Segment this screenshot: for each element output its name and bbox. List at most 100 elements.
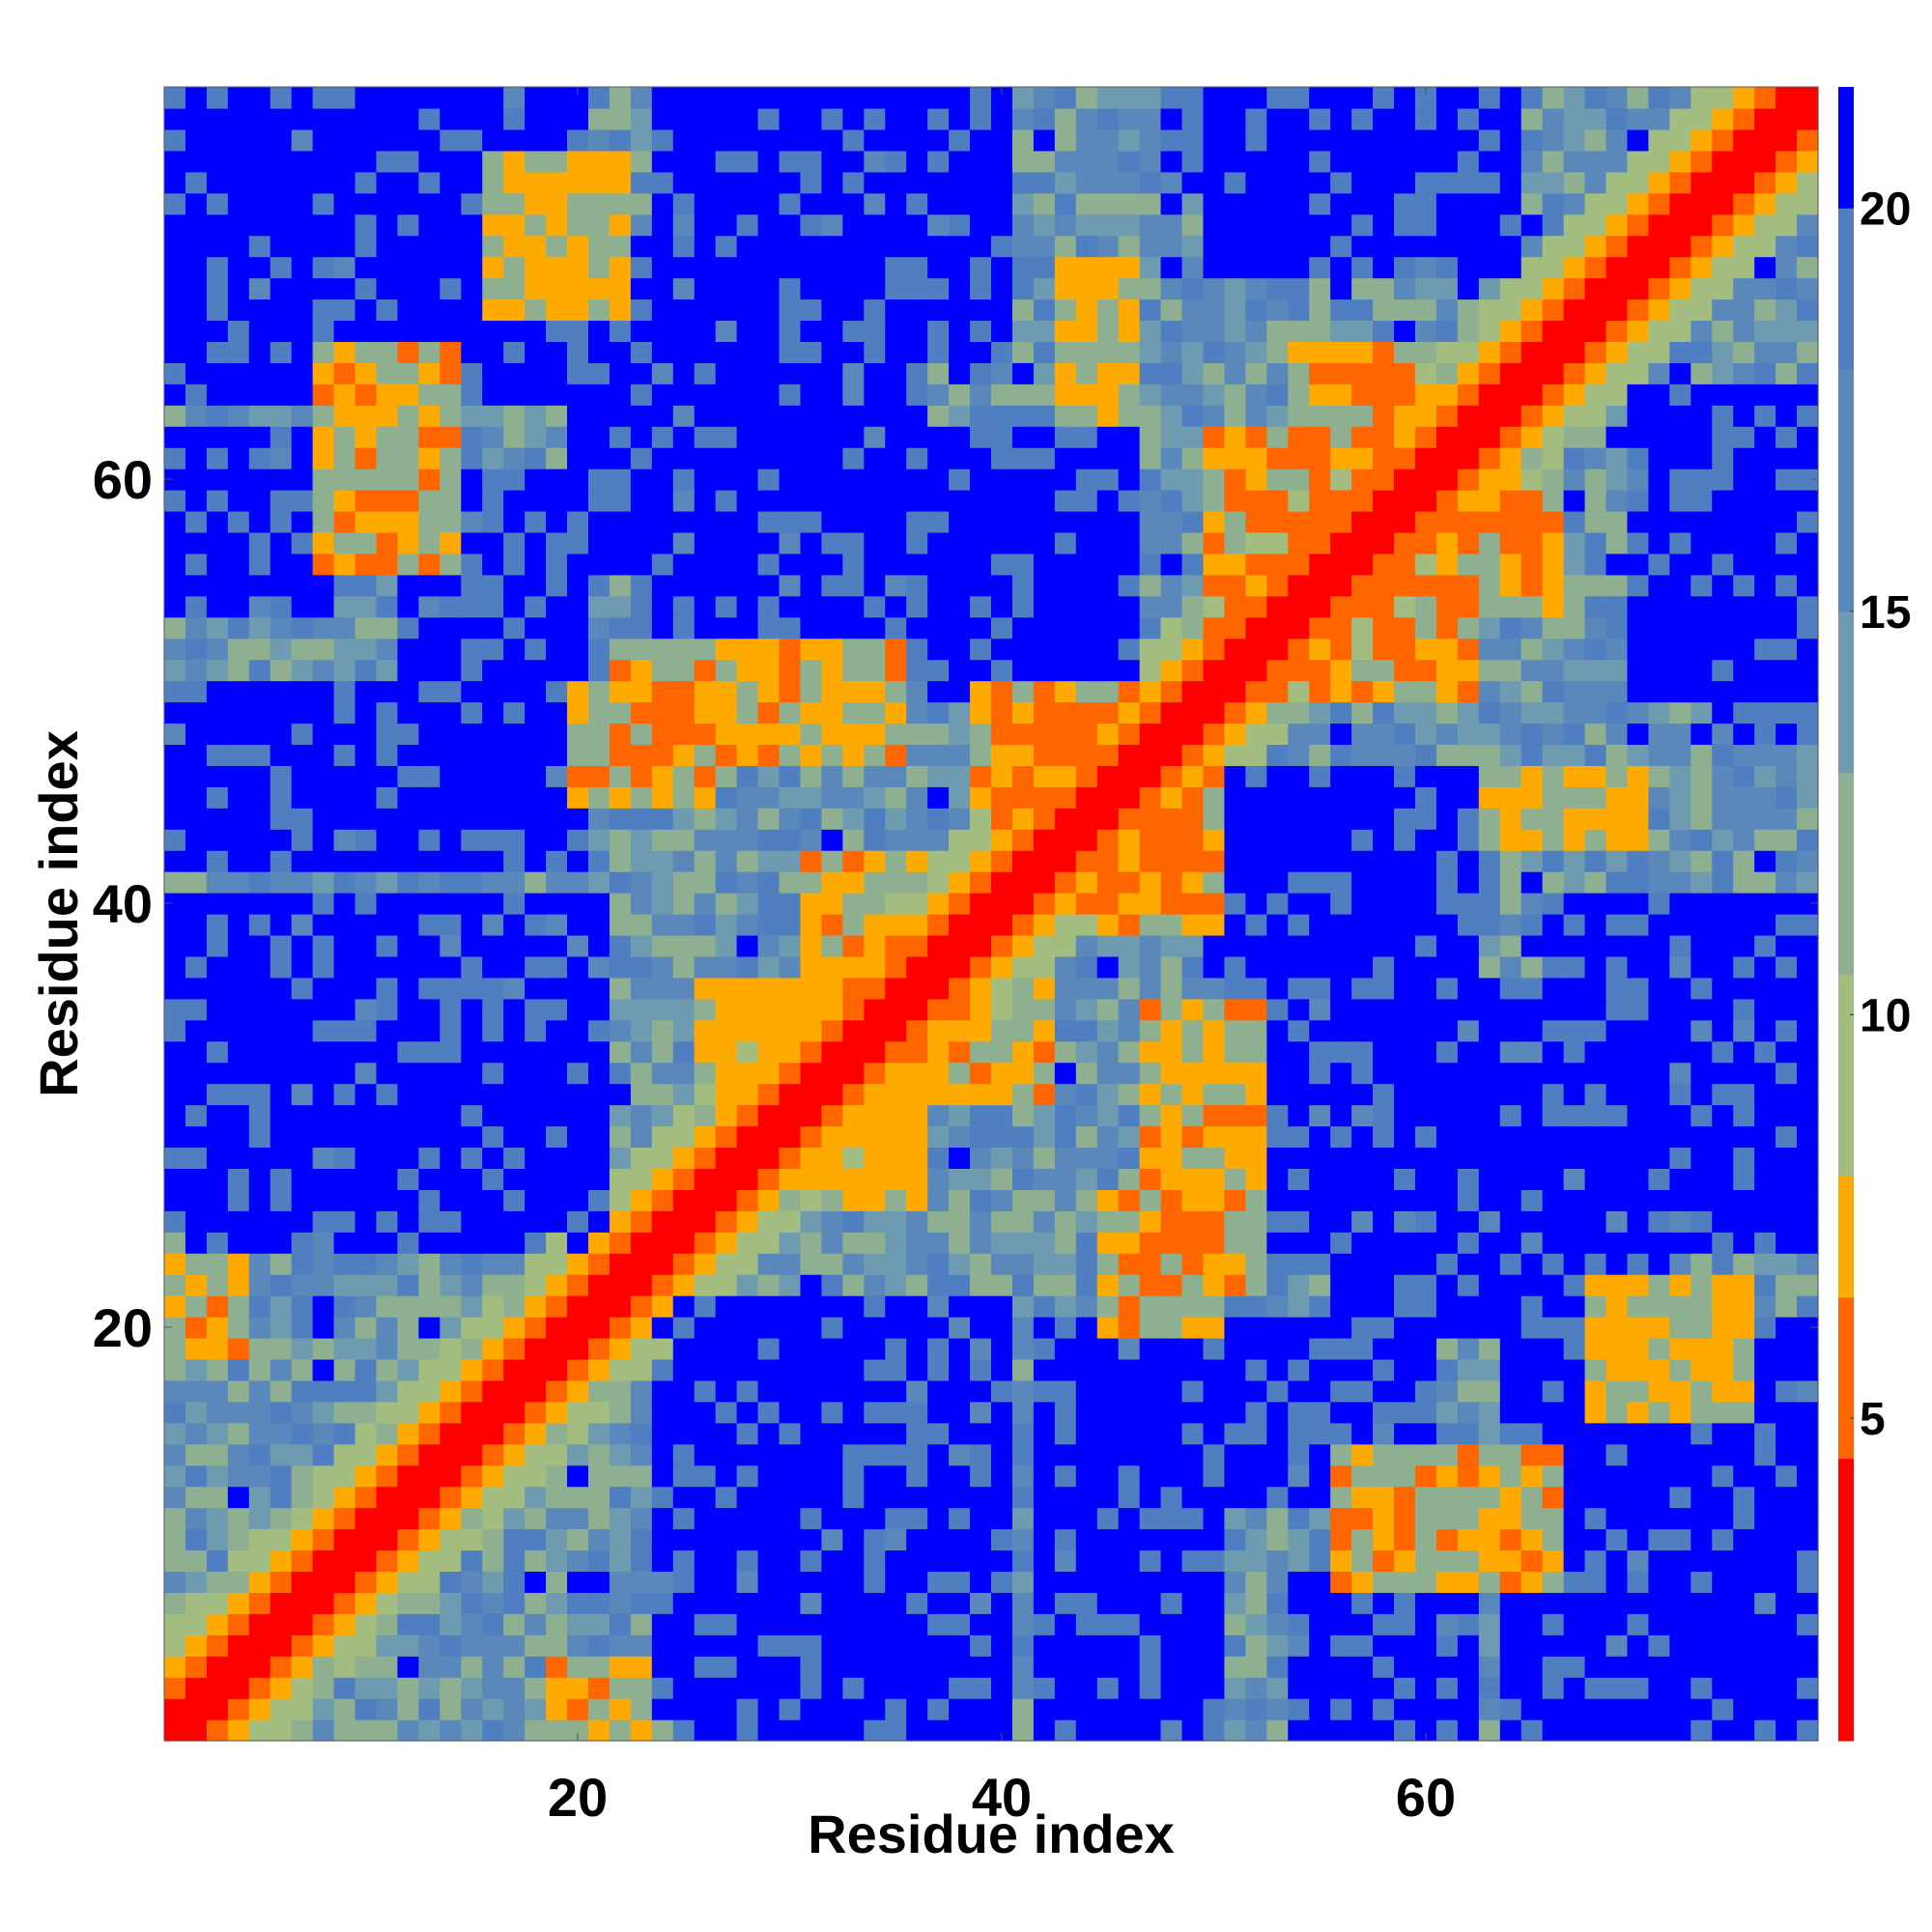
heatmap-cell [418, 1719, 440, 1742]
heatmap-cell [800, 1549, 823, 1573]
heatmap-cell [1330, 1443, 1352, 1466]
heatmap-cell [715, 893, 738, 915]
heatmap-cell [1605, 1507, 1629, 1530]
heatmap-cell [1414, 1401, 1437, 1424]
heatmap-cell [1605, 955, 1629, 979]
heatmap-cell [1118, 893, 1141, 915]
heatmap-cell [1181, 1125, 1205, 1149]
heatmap-cell [927, 490, 950, 512]
heatmap-cell [1435, 680, 1459, 703]
heatmap-cell [1563, 1507, 1586, 1530]
heatmap-cell [1245, 638, 1267, 661]
heatmap-cell [1351, 1443, 1374, 1466]
heatmap-cell [397, 893, 419, 915]
heatmap-cell [800, 659, 823, 682]
heatmap-cell [227, 1083, 250, 1106]
heatmap-cell [1330, 553, 1352, 576]
heatmap-cell [1712, 808, 1734, 830]
heatmap-cell [1605, 701, 1629, 724]
heatmap-cell [1457, 595, 1480, 618]
heatmap-cell [1669, 1337, 1691, 1360]
heatmap-cell [270, 426, 293, 448]
heatmap-cell [587, 426, 611, 448]
heatmap-cell [1733, 723, 1755, 746]
heatmap-cell [842, 1019, 865, 1042]
heatmap-cell [1605, 765, 1629, 787]
heatmap-cell [185, 1507, 208, 1530]
heatmap-cell [248, 405, 271, 427]
heatmap-cell [970, 977, 992, 1000]
heatmap-cell [1584, 680, 1607, 703]
heatmap-cell [461, 955, 483, 979]
heatmap-cell [227, 659, 250, 682]
heatmap-cell [864, 553, 886, 576]
heatmap-cell [1075, 1422, 1098, 1445]
heatmap-cell [779, 1337, 802, 1360]
heatmap-cell [1118, 1317, 1141, 1339]
heatmap-cell [1118, 1592, 1141, 1614]
heatmap-cell [1075, 574, 1098, 597]
heatmap-cell [503, 1656, 526, 1678]
heatmap-cell [1203, 1317, 1226, 1339]
heatmap-cell [651, 1317, 674, 1339]
heatmap-cell [1309, 765, 1331, 787]
heatmap-cell [333, 1401, 356, 1424]
heatmap-cell [1754, 1677, 1776, 1699]
heatmap-cell [376, 1549, 399, 1573]
heatmap-cell [525, 1232, 547, 1254]
heatmap-cell [1605, 553, 1629, 576]
heatmap-cell [503, 638, 526, 661]
heatmap-cell [1520, 616, 1544, 639]
heatmap-cell [1584, 955, 1607, 979]
heatmap-cell [694, 1549, 717, 1573]
heatmap-cell [333, 977, 356, 1000]
heatmap-cell [1139, 723, 1162, 746]
heatmap-cell [609, 553, 632, 576]
heatmap-cell [1584, 1464, 1607, 1488]
heatmap-cell [779, 1210, 802, 1233]
heatmap-cell [1414, 850, 1437, 872]
heatmap-cell [1075, 1379, 1098, 1403]
heatmap-cell [1435, 871, 1459, 894]
heatmap-cell [1435, 914, 1459, 936]
heatmap-cell [1245, 1719, 1267, 1742]
heatmap-cell [440, 850, 462, 872]
heatmap-cell [1181, 1083, 1205, 1106]
heatmap-cell [1139, 1168, 1162, 1190]
heatmap-cell [376, 1571, 399, 1593]
heatmap-cell [1118, 1719, 1141, 1742]
heatmap-cell [1054, 723, 1077, 746]
heatmap-cell [1542, 1571, 1565, 1593]
heatmap-cell [1096, 680, 1120, 703]
heatmap-cell [1394, 1507, 1416, 1530]
heatmap-cell [1584, 531, 1607, 554]
heatmap-cell [1435, 1168, 1459, 1190]
heatmap-cell [1584, 893, 1607, 915]
heatmap-cell [1139, 1062, 1162, 1085]
heatmap-cell [1160, 1422, 1183, 1445]
heatmap-cell [1096, 1677, 1120, 1699]
heatmap-cell [418, 850, 440, 872]
heatmap-cell [461, 384, 483, 406]
heatmap-cell [1160, 723, 1183, 746]
heatmap-cell [694, 1168, 717, 1190]
heatmap-cell [694, 447, 717, 469]
heatmap-cell [1309, 808, 1331, 830]
heatmap-cell [397, 659, 419, 682]
heatmap-cell [864, 744, 886, 766]
heatmap-cell [1075, 1295, 1098, 1318]
heatmap-cell [885, 1486, 907, 1509]
heatmap-cell [694, 744, 717, 766]
heatmap-cell [587, 1422, 611, 1445]
heatmap-cell [567, 1401, 589, 1424]
heatmap-cell [376, 510, 399, 533]
heatmap-cell [164, 1507, 186, 1530]
heatmap-cell [1457, 384, 1480, 406]
heatmap-cell [1627, 1592, 1650, 1614]
heatmap-cell [757, 1337, 781, 1360]
heatmap-cell [312, 1719, 335, 1742]
heatmap-cell [906, 1104, 928, 1127]
heatmap-cell [1096, 1189, 1120, 1211]
heatmap-cell [482, 1168, 504, 1190]
heatmap-cell [630, 1083, 653, 1106]
